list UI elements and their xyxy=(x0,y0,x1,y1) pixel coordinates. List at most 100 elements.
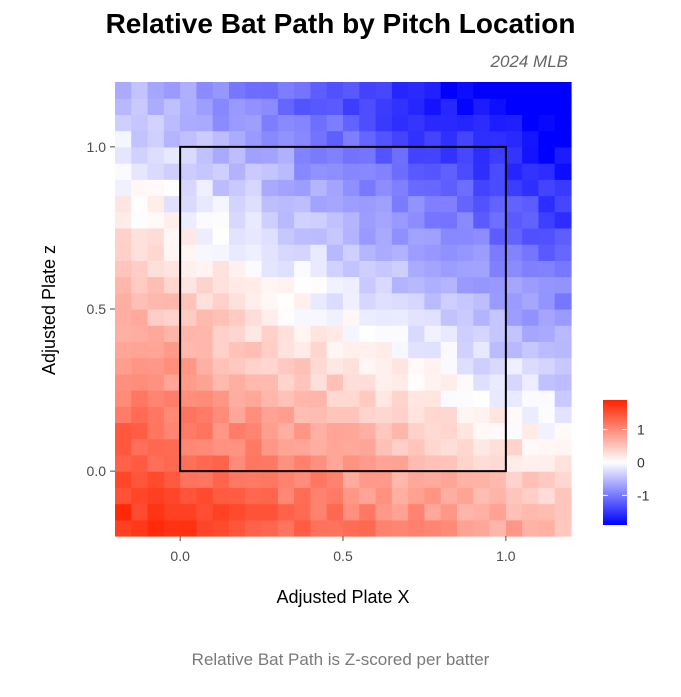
heatmap-cell xyxy=(343,292,360,310)
heatmap-cell xyxy=(326,454,344,472)
heatmap-cell xyxy=(180,471,198,488)
heatmap-cell xyxy=(489,292,507,310)
heatmap-cell xyxy=(294,390,312,407)
heatmap-cell xyxy=(180,244,198,261)
heatmap-cell xyxy=(538,146,556,164)
heatmap-cell xyxy=(554,195,572,213)
heatmap-cell xyxy=(261,211,279,229)
heatmap-cell xyxy=(212,438,230,456)
heatmap-cell xyxy=(440,227,458,245)
heatmap-cell xyxy=(424,503,442,521)
heatmap-cell xyxy=(180,195,198,213)
heatmap-cell xyxy=(147,276,165,294)
heatmap-cell xyxy=(489,519,507,537)
heatmap-cell xyxy=(489,98,507,116)
heatmap-cell xyxy=(326,406,344,424)
heatmap-cell xyxy=(457,390,474,407)
heatmap-cell xyxy=(408,146,426,164)
heatmap-cell xyxy=(196,357,214,375)
heatmap-cell xyxy=(505,130,523,148)
heatmap-cell xyxy=(457,357,474,375)
heatmap-cell xyxy=(375,260,393,278)
heatmap-cell xyxy=(277,503,295,521)
heatmap-cell xyxy=(180,179,198,197)
heatmap-cell xyxy=(359,309,377,326)
heatmap-cell xyxy=(277,325,295,343)
heatmap-cell xyxy=(522,373,540,391)
heatmap-cell xyxy=(131,130,149,148)
heatmap-cell xyxy=(424,163,442,180)
heatmap-cell xyxy=(489,276,507,294)
heatmap-cell xyxy=(375,406,393,424)
legend-tick-label: 0 xyxy=(637,455,645,471)
heatmap-cell xyxy=(391,471,409,488)
heatmap-cell xyxy=(424,260,442,278)
heatmap-cell xyxy=(212,163,230,180)
heatmap-cell xyxy=(310,276,328,294)
heatmap-cell xyxy=(196,503,214,521)
heatmap-cell xyxy=(489,503,507,521)
heatmap-cell xyxy=(457,98,474,116)
heatmap-cell xyxy=(229,179,246,197)
heatmap-cell xyxy=(408,373,426,391)
heatmap-cell xyxy=(424,357,442,375)
heatmap-cell xyxy=(294,503,312,521)
heatmap-cell xyxy=(147,406,165,424)
heatmap-cell xyxy=(522,309,540,326)
heatmap-cell xyxy=(408,487,426,505)
heatmap-cell xyxy=(310,471,328,488)
heatmap-cell xyxy=(310,292,328,310)
heatmap-cell xyxy=(424,227,442,245)
heatmap-cell xyxy=(261,130,279,148)
heatmap-cell xyxy=(180,98,198,116)
chart-caption: Relative Bat Path is Z-scored per batter xyxy=(191,650,490,669)
heatmap-cell xyxy=(424,309,442,326)
heatmap-cell xyxy=(440,163,458,180)
heatmap-cell xyxy=(196,179,214,197)
heatmap-cell xyxy=(359,292,377,310)
heatmap-cell xyxy=(457,373,474,391)
heatmap-cell xyxy=(343,422,360,440)
heatmap-cell xyxy=(277,422,295,440)
heatmap-cell xyxy=(359,179,377,197)
heatmap-cell xyxy=(115,82,132,99)
heatmap-cell xyxy=(229,406,246,424)
heatmap-cell xyxy=(310,341,328,359)
heatmap-cell xyxy=(310,487,328,505)
heatmap-cell xyxy=(115,114,132,132)
heatmap-cell xyxy=(473,487,491,505)
heatmap-cell xyxy=(440,341,458,359)
heatmap-cell xyxy=(343,390,360,407)
heatmap-cell xyxy=(229,244,246,261)
heatmap-cell xyxy=(473,276,491,294)
heatmap-cell xyxy=(522,227,540,245)
heatmap-cell xyxy=(424,406,442,424)
heatmap-cell xyxy=(424,422,442,440)
heatmap-cell xyxy=(343,519,360,537)
heatmap-cell xyxy=(391,82,409,99)
heatmap-cell xyxy=(391,98,409,116)
heatmap-cell xyxy=(245,146,263,164)
heatmap-cell xyxy=(457,487,474,505)
heatmap-cell xyxy=(489,406,507,424)
heatmap-cell xyxy=(163,114,181,132)
heatmap-cell xyxy=(440,179,458,197)
heatmap-cell xyxy=(343,471,360,488)
heatmap-cell xyxy=(440,130,458,148)
heatmap-cell xyxy=(505,82,523,99)
heatmap-cell xyxy=(522,244,540,261)
heatmap-cell xyxy=(457,179,474,197)
heatmap-cell xyxy=(505,503,523,521)
heatmap-cell xyxy=(180,341,198,359)
heatmap-cell xyxy=(147,325,165,343)
heatmap-cell xyxy=(343,179,360,197)
heatmap-cell xyxy=(457,341,474,359)
heatmap-cell xyxy=(212,130,230,148)
heatmap-cells xyxy=(115,82,572,537)
heatmap-cell xyxy=(522,292,540,310)
heatmap-cell xyxy=(554,422,572,440)
heatmap-cell xyxy=(343,454,360,472)
heatmap-cell xyxy=(131,454,149,472)
heatmap-cell xyxy=(294,227,312,245)
